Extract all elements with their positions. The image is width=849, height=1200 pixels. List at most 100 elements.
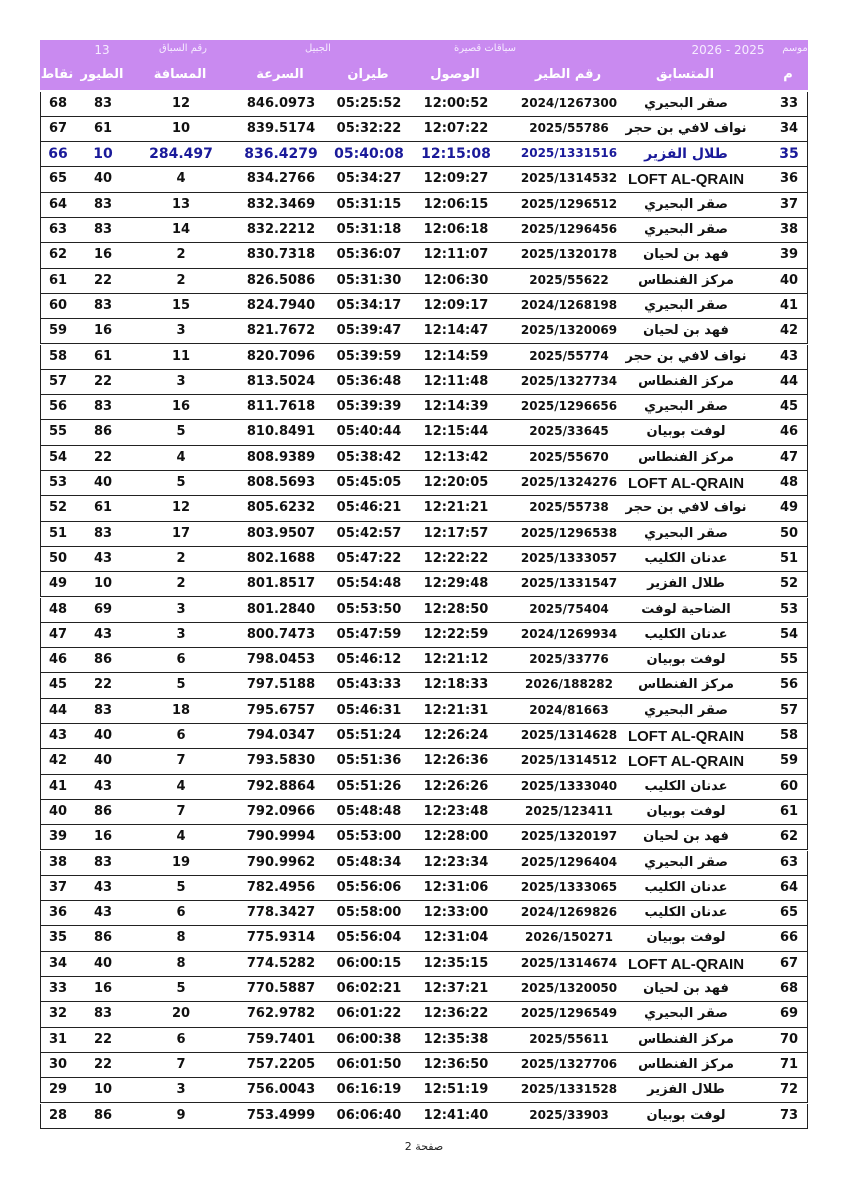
- table-cell: 2025/1320197: [520, 829, 618, 844]
- table-cell: 83: [93, 854, 113, 870]
- table-cell: 51: [779, 550, 799, 566]
- table-cell: 61: [93, 120, 113, 136]
- table-cell: 2025/1327706: [520, 1056, 618, 1071]
- column-header: رقم الطير: [534, 67, 602, 82]
- table-cell: 12:21:31: [423, 702, 489, 718]
- table-cell: LOFT AL-QRAIN: [627, 171, 745, 189]
- table-cell: 12:17:57: [423, 525, 489, 541]
- table-cell: 22: [93, 449, 113, 465]
- table-cell: 40: [779, 272, 799, 288]
- table-cell: 64: [779, 879, 799, 895]
- table-cell: 2025/1320178: [520, 247, 618, 262]
- table-cell: 62: [48, 247, 68, 263]
- table-cell: 8: [176, 955, 186, 971]
- table-cell: 05:47:22: [336, 550, 402, 566]
- table-cell: 54: [779, 626, 799, 642]
- table-cell: 40: [93, 171, 113, 187]
- table-cell: 3: [176, 626, 186, 642]
- table-cell: 47: [779, 449, 799, 465]
- table-cell: 33: [48, 981, 68, 996]
- table-cell: 40: [93, 955, 113, 971]
- table-cell: 2025/1296512: [520, 196, 618, 211]
- table-cell: 2024/1269934: [520, 626, 618, 641]
- table-cell: 83: [93, 297, 113, 313]
- table-cell: 12:23:48: [423, 803, 489, 819]
- table-cell: 05:43:33: [336, 677, 402, 693]
- table-cell: 824.7940: [246, 297, 316, 313]
- table-cell: 30: [48, 1056, 68, 1072]
- table-cell: 44: [779, 373, 799, 389]
- table-cell: 05:31:30: [336, 272, 402, 288]
- table-cell: 52: [48, 500, 68, 516]
- table-cell: 67: [48, 120, 68, 136]
- table-cell: 16: [93, 981, 113, 996]
- table-cell: 834.2766: [246, 171, 316, 187]
- table-cell: 2025/1314532: [520, 171, 618, 186]
- table-cell: 36: [48, 905, 68, 921]
- table-row: 65 عدنان الكليب 2024/1269826 12:33:00 05:58:…: [40, 901, 808, 927]
- table-cell: 05:40:44: [336, 424, 402, 440]
- column-header: السرعة: [256, 67, 304, 82]
- table-cell: 832.3469: [246, 196, 316, 212]
- table-cell: 2: [176, 272, 186, 288]
- table-row: 56 مركز الفنطاس 2026/188282 12:18:33 05:43:3…: [40, 673, 808, 699]
- table-row: 72 طلال الفزير 2025/1331528 12:51:19 06:16:1…: [40, 1078, 808, 1104]
- table-cell: 05:53:50: [336, 601, 402, 617]
- table-cell: 12:07:22: [423, 120, 489, 136]
- table-cell: 49: [48, 576, 68, 592]
- table-cell: 60: [48, 297, 68, 313]
- table-row: 61 لوفت بوبيان 2025/123411 12:23:48 05:48:48…: [40, 799, 808, 826]
- table-cell: 792.8864: [246, 778, 316, 794]
- table-cell: 57: [48, 373, 68, 389]
- table-cell: 12:22:59: [423, 626, 489, 642]
- table-row: 59 LOFT AL-QRAIN 2025/1314512 12:26:36 05:51…: [40, 749, 808, 775]
- page-number: صفحة 2: [404, 1140, 444, 1153]
- column-header: نقاط: [40, 67, 74, 82]
- table-cell: 2025/33776: [529, 652, 609, 667]
- table-cell: 22: [93, 373, 113, 389]
- table-cell: 2025/1320069: [520, 323, 618, 338]
- table-row: 42 فهد بن لحيان 2025/1320069 12:14:47 05:39:…: [40, 319, 808, 345]
- table-row: 47 مركز الفنطاس 2025/55670 12:13:42 05:38:42…: [40, 445, 808, 471]
- table-cell: لوفت بوبيان: [646, 930, 726, 946]
- table-cell: 83: [93, 222, 113, 237]
- table-row: 55 لوفت بوبيان 2025/33776 12:21:12 05:46:12 7…: [40, 648, 808, 674]
- table-cell: 6: [176, 728, 186, 743]
- column-header: م: [783, 67, 793, 82]
- table-cell: 05:40:08: [334, 146, 404, 163]
- table-cell: 39: [779, 247, 799, 263]
- table-cell: 05:46:21: [336, 500, 402, 516]
- table-cell: 40: [93, 728, 113, 743]
- table-cell: صقر البحيري: [644, 196, 728, 212]
- table-cell: 62: [779, 829, 799, 845]
- table-cell: 14: [171, 222, 191, 237]
- table-cell: صقر البحيري: [644, 1006, 728, 1022]
- table-cell: 800.7473: [246, 626, 316, 642]
- header-band: [40, 40, 808, 90]
- table-cell: 16: [171, 399, 191, 415]
- table-cell: 12:09:27: [423, 171, 489, 187]
- table-cell: 06:06:40: [336, 1107, 402, 1123]
- table-cell: 802.1688: [246, 550, 316, 566]
- table-cell: فهد بن لحيان: [643, 247, 729, 263]
- table-cell: 55: [779, 652, 799, 668]
- table-cell: 12:36:22: [423, 1006, 489, 1022]
- table-cell: 05:42:57: [336, 525, 402, 541]
- table-cell: 7: [176, 1056, 186, 1072]
- table-cell: 753.4999: [246, 1107, 316, 1123]
- table-cell: 06:01:50: [336, 1056, 402, 1072]
- table-cell: 3: [176, 323, 186, 339]
- table-cell: 69: [93, 601, 113, 617]
- table-cell: 12:31:06: [423, 879, 489, 895]
- table-cell: 43: [93, 626, 113, 642]
- table-cell: 43: [93, 905, 113, 921]
- table-cell: 762.9782: [246, 1006, 316, 1022]
- table-cell: 36: [779, 171, 799, 187]
- table-cell: 05:39:59: [336, 348, 402, 364]
- table-cell: نواف لافي بن حجر: [625, 348, 747, 364]
- table-cell: 06:01:22: [336, 1006, 402, 1022]
- table-cell: 2025/1331528: [520, 1082, 618, 1097]
- table-cell: 4: [176, 171, 186, 187]
- table-cell: 22: [93, 1056, 113, 1072]
